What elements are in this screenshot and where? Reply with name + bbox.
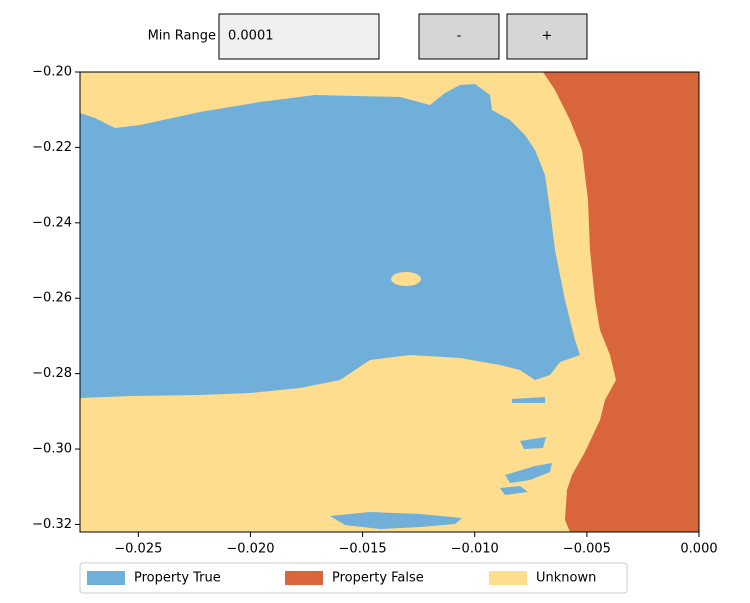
regions [80,72,699,532]
legend [79,562,628,594]
x-tick-label: −0.020 [226,542,274,557]
y-tick-label: −0.32 [32,517,72,532]
y-tick-label: −0.26 [32,291,72,306]
x-tick-label: −0.015 [339,542,387,557]
x-tick-label: 0.000 [680,542,717,557]
legend-label: Property True [134,571,221,586]
button-label[interactable]: - [457,29,462,44]
region-true [520,437,546,449]
region-true [505,463,552,483]
axes-frame [79,71,700,533]
region-true [330,512,462,529]
y-tick-label: −0.24 [32,215,72,230]
y-tick-label: −0.20 [32,65,72,80]
x-tick-label: −0.025 [114,542,162,557]
input-value[interactable]: 0.0001 [228,29,274,44]
x-tick-label: −0.005 [563,542,611,557]
plus-button[interactable] [506,13,588,60]
region-false [543,72,699,532]
legend-swatch [87,571,125,585]
legend-label: Property False [332,571,424,586]
legend-swatch [285,571,323,585]
region-true [512,397,545,403]
text-input[interactable] [218,13,380,60]
y-tick-label: −0.28 [32,366,72,381]
minus-button[interactable] [418,13,500,60]
region-true [80,84,580,398]
region-true [500,486,528,495]
region-unknown [391,272,421,286]
y-tick-label: −0.22 [32,140,72,155]
button-label[interactable]: + [542,29,553,44]
x-tick-label: −0.010 [451,542,499,557]
legend-swatch [489,571,527,585]
y-tick-label: −0.30 [32,442,72,457]
legend-label: Unknown [536,571,596,586]
input-label: Min Range [148,29,216,44]
